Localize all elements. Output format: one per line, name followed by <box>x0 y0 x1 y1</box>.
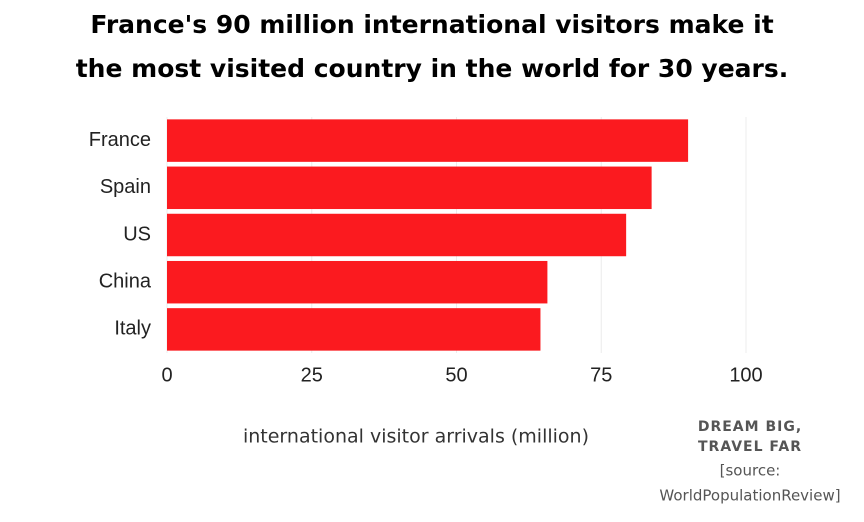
y-tick-label: France <box>89 129 151 151</box>
bar <box>167 260 548 304</box>
x-axis-label: international visitor arrivals (million) <box>243 426 589 448</box>
source: [source: <box>720 462 781 480</box>
y-tick-label: US <box>123 223 151 245</box>
brand: DREAM BIG, <box>698 419 802 435</box>
bar <box>167 308 541 351</box>
y-tick-label: Spain <box>100 176 151 198</box>
bar <box>167 119 689 162</box>
x-tick-label: 25 <box>301 364 323 386</box>
bar <box>167 166 652 210</box>
x-tick-label: 75 <box>590 364 612 386</box>
x-tick-label: 50 <box>445 364 467 386</box>
chart-title: France's 90 million international visito… <box>90 10 773 39</box>
x-tick-label: 0 <box>161 364 172 386</box>
x-tick-label: 100 <box>729 364 762 386</box>
source: WorldPopulationReview] <box>659 487 840 505</box>
bar <box>167 213 627 257</box>
chart-title: the most visited country in the world fo… <box>76 54 789 83</box>
brand: TRAVEL FAR <box>698 439 802 455</box>
y-tick-label: Italy <box>114 318 151 340</box>
y-tick-label: China <box>99 270 152 292</box>
